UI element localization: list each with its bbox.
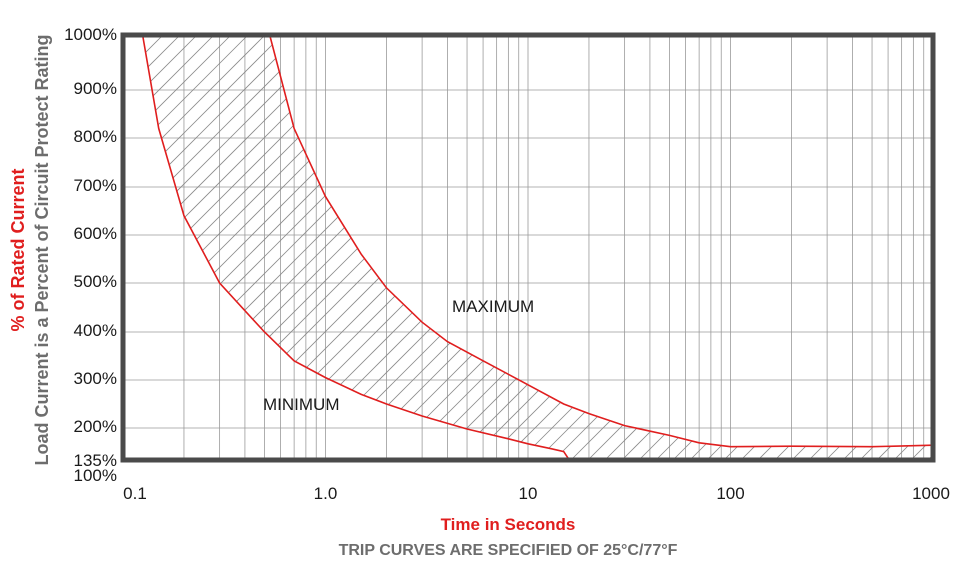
y-tick-label: 500% [74, 272, 117, 291]
hatch-line [281, 35, 708, 460]
hatch-line [315, 35, 742, 460]
y-tick-label: 135% [74, 451, 117, 470]
hatch-line [587, 35, 934, 460]
annotation-maximum: MAXIMUM [452, 297, 534, 316]
hatch-line [451, 35, 878, 460]
x-tick-labels: 0.1 1.0 10 100 1000 [123, 484, 950, 503]
hatch-line [859, 35, 934, 460]
hatch-line [842, 35, 934, 460]
y-axis-sublabel: Load Current is a Percent of Circuit Pro… [32, 34, 52, 465]
hatch-line [825, 35, 934, 460]
hatch-line [706, 35, 934, 460]
hatch-line [655, 35, 934, 460]
hatch-line [434, 35, 861, 460]
hatch-line [774, 35, 934, 460]
y-tick-label: 600% [74, 224, 117, 243]
hatch-line [142, 35, 232, 460]
hatch-line [604, 35, 934, 460]
hatch-line [638, 35, 934, 460]
curve-maximum [268, 35, 933, 448]
trip-band-hatch [142, 35, 956, 460]
hatch-line [332, 35, 759, 460]
hatch-line [142, 35, 555, 460]
hatch-line [298, 35, 725, 460]
hatch-line [142, 35, 283, 460]
hatch-line [570, 35, 934, 460]
chart-caption: TRIP CURVES ARE SPECIFIED OF 25°C/77°F [339, 542, 678, 559]
hatch-line [757, 35, 934, 460]
curves [141, 35, 933, 460]
y-tick-labels: 1000% 900% 800% 700% 600% 500% 400% 300% 200% 135… [64, 25, 117, 485]
hatch-line [196, 35, 623, 460]
plot-frame [120, 32, 936, 463]
x-tick-label: 1000 [912, 484, 950, 503]
curve-minimum [141, 35, 933, 460]
hatch-line [142, 35, 470, 460]
hatch-line [142, 35, 334, 460]
hatch-line [400, 35, 827, 460]
hatch-line [142, 35, 436, 460]
hatch-line [468, 35, 895, 460]
hatch-line [142, 35, 266, 460]
hatch-line [142, 35, 249, 460]
x-tick-label: 100 [716, 484, 744, 503]
y-tick-label: 700% [74, 176, 117, 195]
y-tick-label: 900% [74, 79, 117, 98]
hatch-line [536, 35, 934, 460]
x-tick-label: 0.1 [123, 484, 147, 503]
hatch-line [502, 35, 929, 460]
y-tick-label: 100% [74, 466, 117, 485]
hatch-line [723, 35, 934, 460]
hatch-line [142, 35, 453, 460]
y-tick-label: 300% [74, 369, 117, 388]
hatch-line [162, 35, 589, 460]
hatch-line [142, 35, 300, 460]
hatch-line [142, 35, 419, 460]
hatch-line [142, 35, 317, 460]
hatch-line [893, 35, 934, 460]
hatch-line [179, 35, 606, 460]
x-tick-label: 1.0 [314, 484, 338, 503]
hatch-line [553, 35, 934, 460]
y-tick-label: 200% [74, 417, 117, 436]
hatch-line [366, 35, 793, 460]
y-tick-label: 1000% [64, 25, 117, 44]
hatch-line [145, 35, 572, 460]
x-axis-label: Time in Seconds [441, 515, 576, 534]
y-axis-label: % of Rated Current [8, 168, 28, 331]
grid [123, 35, 933, 461]
hatch-line [519, 35, 934, 460]
annotation-minimum: MINIMUM [263, 395, 339, 414]
hatch-line [142, 35, 351, 460]
hatch-line [621, 35, 934, 460]
y-tick-label: 400% [74, 321, 117, 340]
hatch-line [876, 35, 934, 460]
hatch-line [945, 35, 956, 460]
hatch-line [689, 35, 934, 460]
hatch-line [417, 35, 844, 460]
x-tick-label: 10 [519, 484, 538, 503]
y-tick-label: 800% [74, 127, 117, 146]
